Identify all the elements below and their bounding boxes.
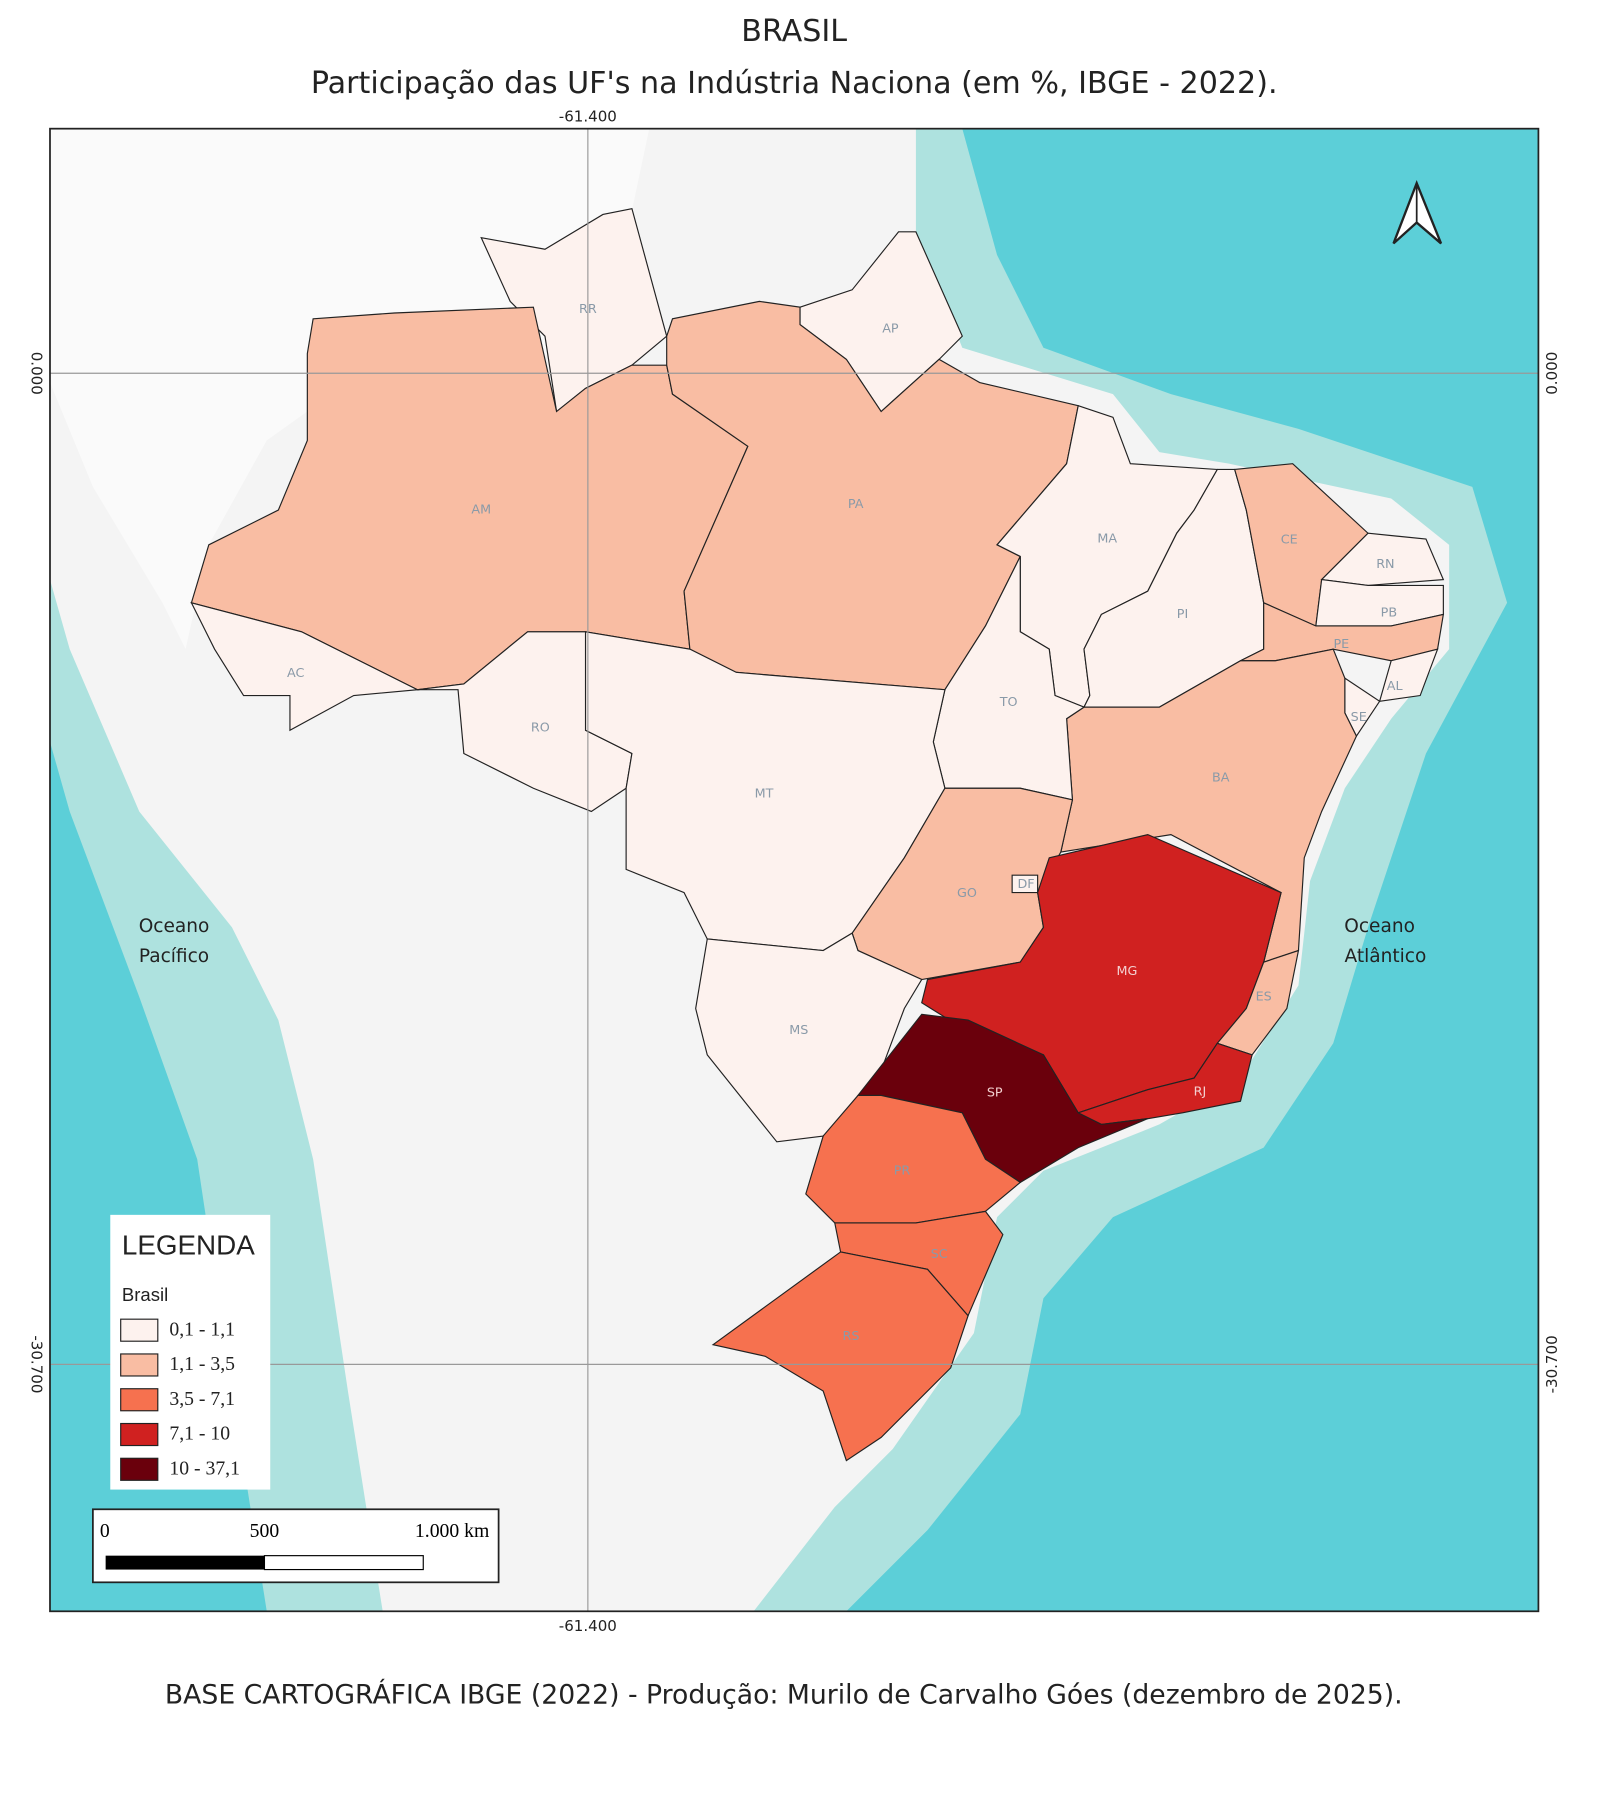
legend-title: LEGENDA [122, 1230, 255, 1261]
scale-box [92, 1508, 500, 1584]
state-label: CE [1281, 533, 1298, 548]
state-label: MG [1116, 964, 1137, 979]
grid-label: -30.700 [28, 1335, 46, 1393]
state-label: MA [1097, 532, 1117, 547]
grid-label: 0.000 [1543, 352, 1561, 395]
state-label: BA [1212, 770, 1230, 785]
state-label: RS [843, 1329, 860, 1344]
ocean-label: Pacífico [139, 946, 209, 967]
north-arrow [1392, 179, 1443, 245]
state-label: AL [1387, 679, 1404, 694]
state-label: PE [1333, 637, 1349, 652]
state-label: RO [531, 720, 550, 735]
ocean-labels: Oceano Pacífico Oceano Atlântico [139, 916, 1427, 967]
title: BRASIL [741, 14, 847, 49]
state-label: DF [1017, 877, 1034, 892]
ocean-label: Oceano [1344, 916, 1415, 937]
state-label: MT [755, 787, 774, 802]
legend-label: 3,5 - 7,1 [169, 1388, 235, 1410]
legend-label: 10 - 37,1 [169, 1457, 240, 1479]
legend-swatch [120, 1318, 159, 1342]
state-label: GO [957, 886, 977, 901]
footer: BASE CARTOGRÁFICA IBGE (2022) - Produção… [165, 1678, 1403, 1710]
legend-swatch [120, 1388, 159, 1412]
map-frame [49, 127, 1540, 1613]
state-label: SP [987, 1086, 1003, 1101]
grid-label: 0.000 [28, 352, 46, 395]
state [1320, 532, 1445, 586]
state-label: PB [1381, 606, 1397, 621]
state-label: MS [789, 1023, 808, 1038]
state-label: RN [1376, 557, 1394, 572]
grid-label: -61.400 [559, 1617, 617, 1635]
scale-bar: 0 500 1.000 km [92, 1508, 500, 1584]
state-label: SC [931, 1247, 948, 1262]
legend-swatch [120, 1422, 159, 1447]
state-label: RJ [1194, 1084, 1207, 1099]
legend-subtitle: Brasil [122, 1284, 168, 1305]
state-label: AC [287, 666, 304, 681]
legend-label: 7,1 - 10 [169, 1423, 230, 1445]
scale-label: 0 [100, 1520, 110, 1542]
state [190, 601, 420, 732]
scale-label: 1.000 km [415, 1520, 489, 1542]
grid-label: -61.400 [559, 108, 617, 126]
legend-label: 0,1 - 1,1 [169, 1318, 235, 1340]
legend-swatch [120, 1353, 159, 1377]
state-label: ES [1256, 989, 1272, 1004]
ocean-label: Atlântico [1344, 946, 1426, 967]
state [1378, 648, 1439, 703]
grid-label: -30.700 [1543, 1335, 1561, 1393]
state-label: AP [882, 322, 899, 337]
legend-label: 1,1 - 3,5 [169, 1353, 235, 1375]
subtitle: Participação das UF's na Indústria Nacio… [311, 66, 1278, 101]
legend-swatch [120, 1457, 159, 1481]
state-label: PA [848, 497, 864, 512]
grid-labels: -61.400 -61.400 0.000 -30.700 0.000 -30.… [28, 108, 1561, 1635]
scale-segment [105, 1555, 265, 1570]
state-label: PR [894, 1163, 911, 1178]
legend: LEGENDA Brasil 0,1 - 1,1 1,1 - 3,5 3,5 - 7… [110, 1214, 271, 1490]
state-label: PI [1177, 607, 1188, 622]
scale-segment [263, 1555, 424, 1571]
state-label: TO [999, 695, 1018, 710]
state [711, 1251, 969, 1462]
ocean-label: Oceano [139, 916, 210, 937]
state-label: AM [471, 503, 491, 518]
scale-label: 500 [250, 1520, 280, 1542]
state-label: SE [1351, 710, 1367, 725]
graticule [49, 128, 1539, 1612]
